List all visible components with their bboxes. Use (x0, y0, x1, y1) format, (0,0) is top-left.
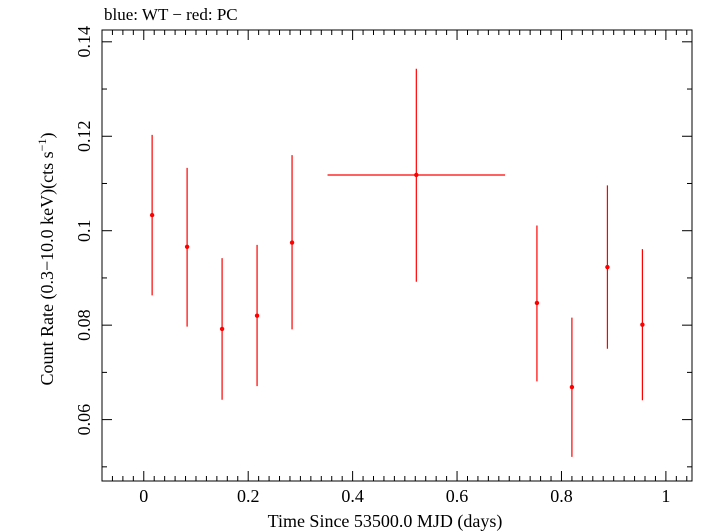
point-marker (534, 300, 540, 306)
x-tick-label: 0.6 (446, 486, 469, 506)
point-marker (569, 384, 575, 390)
data-point (640, 249, 645, 401)
plot-frame (101, 29, 693, 482)
point-marker (289, 240, 295, 245)
point-marker (254, 313, 260, 318)
data-point (534, 225, 540, 382)
x-tick-label: 0.4 (341, 486, 364, 506)
chart-title: blue: WT − red: PC (104, 5, 238, 24)
data-point (219, 258, 225, 400)
point-marker (605, 264, 610, 270)
x-tick-label: 0.2 (237, 486, 260, 506)
y-axis-label-main: Count Rate (0.3−10.0 keV)(cts s (37, 151, 58, 385)
axis-tick-labels: 0 0.2 0.4 0.6 0.8 1 0.06 0.08 0.1 0.12 0.14 (74, 26, 670, 506)
data-point (289, 155, 295, 330)
point-marker (640, 322, 645, 327)
y-tick-label: 0.14 (74, 26, 94, 58)
x-axis-label: Time Since 53500.0 MJD (days) (268, 511, 503, 532)
data-point (569, 317, 575, 457)
data-point (184, 167, 190, 327)
y-tick-label: 0.06 (74, 404, 94, 436)
data-point (327, 68, 506, 282)
data-points (149, 68, 645, 457)
y-axis-label-superscript: −1 (35, 139, 49, 152)
point-marker (219, 326, 225, 332)
point-marker (149, 212, 155, 218)
data-point (149, 134, 155, 296)
point-marker (184, 244, 190, 249)
data-point (254, 244, 260, 387)
axis-ticks (102, 30, 692, 481)
point-marker (414, 172, 419, 178)
x-tick-label: 0.8 (550, 486, 573, 506)
y-tick-label: 0.12 (74, 121, 94, 153)
x-tick-label: 1 (661, 486, 670, 506)
data-point (605, 185, 610, 349)
y-tick-label: 0.1 (74, 219, 94, 242)
x-tick-label: 0 (139, 486, 148, 506)
y-tick-label: 0.08 (74, 309, 94, 341)
y-axis-label: Count Rate (0.3−10.0 keV)(cts s−1) (35, 133, 58, 386)
plot-border (101, 29, 693, 482)
y-axis-label-end: ) (37, 133, 58, 139)
